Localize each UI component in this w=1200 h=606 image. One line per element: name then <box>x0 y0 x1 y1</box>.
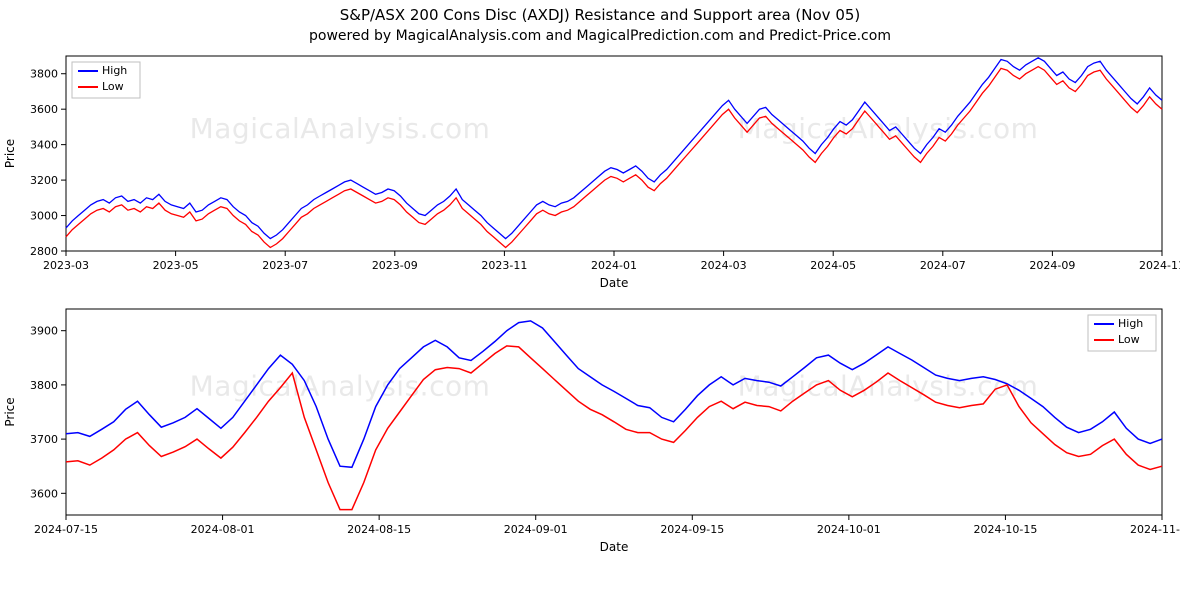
svg-text:Price: Price <box>3 397 17 426</box>
svg-text:Low: Low <box>1118 333 1140 346</box>
svg-text:2024-08-01: 2024-08-01 <box>191 523 255 536</box>
svg-text:3900: 3900 <box>30 325 58 338</box>
svg-text:Date: Date <box>600 540 629 554</box>
svg-text:3600: 3600 <box>30 103 58 116</box>
svg-text:3700: 3700 <box>30 433 58 446</box>
svg-text:Price: Price <box>3 139 17 168</box>
svg-text:3800: 3800 <box>30 379 58 392</box>
chart-2-svg: MagicalAnalysis.com MagicalAnalysis.com 36… <box>0 295 1180 555</box>
svg-text:2024-05: 2024-05 <box>810 259 856 272</box>
svg-text:3200: 3200 <box>30 174 58 187</box>
svg-text:3000: 3000 <box>30 210 58 223</box>
page-subtitle: powered by MagicalAnalysis.com and Magic… <box>0 28 1200 44</box>
svg-text:3800: 3800 <box>30 68 58 81</box>
chart-2: MagicalAnalysis.com MagicalAnalysis.com 36… <box>0 295 1200 559</box>
svg-text:2024-07-15: 2024-07-15 <box>34 523 98 536</box>
svg-text:2024-09-01: 2024-09-01 <box>504 523 568 536</box>
svg-text:MagicalAnalysis.com: MagicalAnalysis.com <box>190 370 491 403</box>
svg-text:High: High <box>102 64 127 77</box>
svg-text:2800: 2800 <box>30 245 58 258</box>
chart-1: MagicalAnalysis.comMagicalAnalysis.com28… <box>0 46 1200 295</box>
svg-text:2024-10-01: 2024-10-01 <box>817 523 881 536</box>
svg-text:2024-07: 2024-07 <box>920 259 966 272</box>
svg-text:2023-11: 2023-11 <box>481 259 527 272</box>
svg-text:2023-03: 2023-03 <box>43 259 89 272</box>
svg-text:2023-07: 2023-07 <box>262 259 308 272</box>
svg-text:2024-10-15: 2024-10-15 <box>973 523 1037 536</box>
page-title: S&P/ASX 200 Cons Disc (AXDJ) Resistance … <box>0 6 1200 24</box>
svg-text:MagicalAnalysis.com: MagicalAnalysis.com <box>738 370 1039 403</box>
svg-text:Low: Low <box>102 80 124 93</box>
svg-text:2024-11: 2024-11 <box>1139 259 1180 272</box>
svg-text:2023-09: 2023-09 <box>372 259 418 272</box>
svg-text:2024-09: 2024-09 <box>1029 259 1075 272</box>
svg-text:3400: 3400 <box>30 139 58 152</box>
svg-text:3600: 3600 <box>30 487 58 500</box>
svg-text:2024-08-15: 2024-08-15 <box>347 523 411 536</box>
svg-text:MagicalAnalysis.com: MagicalAnalysis.com <box>190 112 491 145</box>
svg-text:2023-05: 2023-05 <box>153 259 199 272</box>
svg-text:2024-11-01: 2024-11-01 <box>1130 523 1180 536</box>
chart-1-svg: MagicalAnalysis.comMagicalAnalysis.com28… <box>0 46 1180 291</box>
svg-text:2024-09-15: 2024-09-15 <box>660 523 724 536</box>
svg-text:2024-01: 2024-01 <box>591 259 637 272</box>
svg-text:High: High <box>1118 317 1143 330</box>
svg-text:2024-03: 2024-03 <box>701 259 747 272</box>
svg-text:Date: Date <box>600 276 629 290</box>
